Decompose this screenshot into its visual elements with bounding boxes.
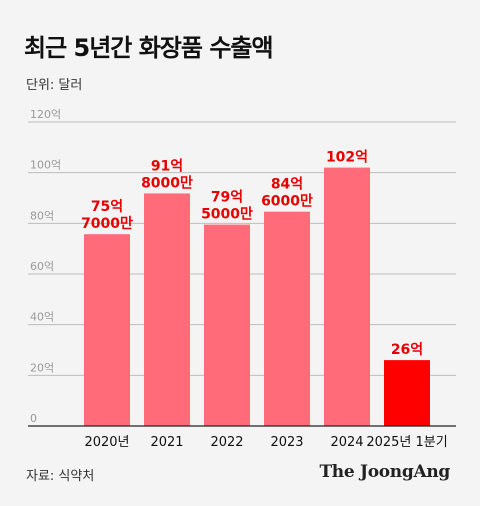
data-label: 5000만 (201, 207, 253, 223)
bar (84, 234, 130, 426)
unit-label: 단위: 달러 (26, 78, 83, 93)
bar (204, 224, 250, 426)
chart-title: 최근 5년간 화장품 수출액 (24, 34, 274, 62)
data-label: 6000만 (261, 194, 313, 210)
data-label: 7000만 (81, 216, 133, 232)
y-tick-label: 100억 (30, 159, 61, 172)
data-label: 8000만 (141, 175, 193, 191)
data-label: 79억 (211, 190, 243, 206)
x-tick-label: 2022 (210, 435, 243, 450)
bar (264, 211, 310, 426)
bar (384, 360, 430, 426)
data-label: 102억 (326, 150, 368, 166)
brand-logo: The JoongAng (319, 462, 450, 482)
bar (144, 193, 190, 426)
bars (84, 167, 430, 426)
data-label: 84억 (271, 177, 303, 193)
x-axis: 2020년 2021 2022 2023 2024 2025년 1분기 (28, 425, 456, 450)
data-label: 26억 (391, 342, 423, 358)
data-label: 75억 (91, 199, 123, 215)
x-tick-label: 2021 (150, 435, 183, 450)
y-tick-label: 80억 (30, 209, 54, 222)
bar (324, 167, 370, 426)
y-tick-label: 0 (30, 412, 37, 425)
y-tick-label: 40억 (30, 311, 54, 324)
source-note: 자료: 식약처 (26, 469, 95, 484)
y-tick-label: 120억 (30, 108, 61, 121)
data-label: 91억 (151, 158, 183, 174)
y-tick-label: 20억 (30, 361, 54, 374)
x-tick-label: 2024 (330, 435, 363, 450)
x-tick-label: 2020년 (84, 435, 129, 450)
x-tick-label: 2025년 1분기 (366, 435, 447, 450)
y-tick-label: 60억 (30, 260, 54, 273)
x-tick-label: 2023 (270, 435, 303, 450)
